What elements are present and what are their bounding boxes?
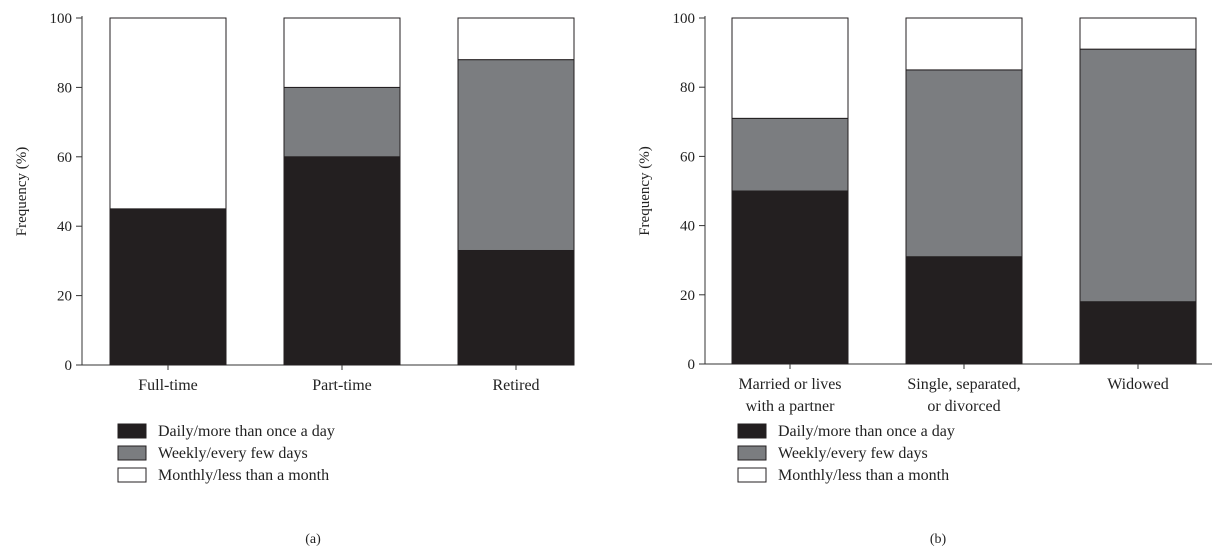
panel-b-bar-segment-2-series-3: [905, 17, 1023, 71]
panel-a-legend-swatch-2: [117, 445, 147, 461]
panel-b-y-axis-label: Frequency (%): [637, 146, 653, 236]
panel-a-bar-segment-2-series-2: [283, 86, 401, 158]
panel-b-bar-segment-1-series-3: [731, 17, 849, 119]
panel-b-legend-label-1: Daily/more than once a day: [778, 423, 955, 440]
panel-b-bar-segment-1-series-2: [731, 117, 849, 192]
panel-b-y-tick-label: 20: [680, 288, 695, 304]
panel-b-y-tick-label: 100: [673, 11, 696, 27]
panel-b-legend-swatch-3: [737, 467, 767, 483]
panel-b-legend-swatch-1: [737, 423, 767, 439]
panel-a-x-tick-label: Full-time: [138, 377, 198, 394]
panel-a-y-tick-label: 80: [57, 80, 72, 96]
panel-a-bar-segment-2-series-3: [283, 17, 401, 88]
panel-a-y-tick-label: 40: [57, 219, 72, 235]
panel-a-legend-swatch-1: [117, 423, 147, 439]
panel-b-x-tick-label: Widowed: [1107, 376, 1169, 393]
panel-a-label: (a): [305, 532, 321, 547]
panel-a-bar-segment-1-series-1: [109, 208, 227, 366]
panel-a-bar-segment-3-series-2: [457, 59, 575, 251]
panel-b-bar-segment-1-series-1: [731, 190, 849, 365]
panel-b-x-tick-label: Single, separated,: [907, 376, 1020, 393]
panel-a-bar-segment-2-series-1: [283, 156, 401, 366]
panel-a-bar-segment-3-series-3: [457, 17, 575, 61]
panel-b-legend-label-3: Monthly/less than a month: [778, 467, 949, 484]
panel-b-bar-segment-3-series-1: [1079, 301, 1197, 365]
panel-a-y-tick-label: 60: [57, 150, 72, 166]
panel-a-legend-label-2: Weekly/every few days: [158, 445, 308, 462]
panel-b-bar-segment-2-series-2: [905, 69, 1023, 258]
panel-b-x-tick-label: Married or lives: [738, 376, 841, 393]
panel-a-y-tick-label: 0: [65, 358, 73, 374]
panel-b-legend-label-2: Weekly/every few days: [778, 445, 928, 462]
panel-a-x-tick-label: Part-time: [312, 377, 372, 394]
panel-a-y-tick-label: 100: [50, 11, 73, 27]
panel-b-y-tick-label: 40: [680, 219, 695, 235]
panel-a-x-tick-label: Retired: [492, 377, 539, 394]
panel-a-legend-label-1: Daily/more than once a day: [158, 423, 335, 440]
panel-b-label: (b): [930, 532, 947, 547]
panel-a-legend-label-3: Monthly/less than a month: [158, 467, 329, 484]
panel-a-y-axis-label: Frequency (%): [14, 147, 30, 237]
panel-a-y-tick-label: 20: [57, 289, 72, 305]
panel-b-y-tick-label: 60: [680, 149, 695, 165]
panel-b-bar-segment-3-series-3: [1079, 17, 1197, 50]
panel-b-x-tick-label: with a partner: [746, 398, 836, 415]
panel-b-bar-segment-3-series-2: [1079, 48, 1197, 303]
panel-b-bar-segment-2-series-1: [905, 256, 1023, 365]
panel-a-bar-segment-1-series-3: [109, 17, 227, 210]
panel-b-legend-swatch-2: [737, 445, 767, 461]
panel-b-x-tick-label: or divorced: [927, 398, 1000, 415]
panel-a-bar-segment-3-series-1: [457, 249, 575, 366]
panel-b-y-tick-label: 80: [680, 80, 695, 96]
panel-b-y-tick-label: 0: [688, 357, 696, 373]
panel-a-legend-swatch-3: [117, 467, 147, 483]
